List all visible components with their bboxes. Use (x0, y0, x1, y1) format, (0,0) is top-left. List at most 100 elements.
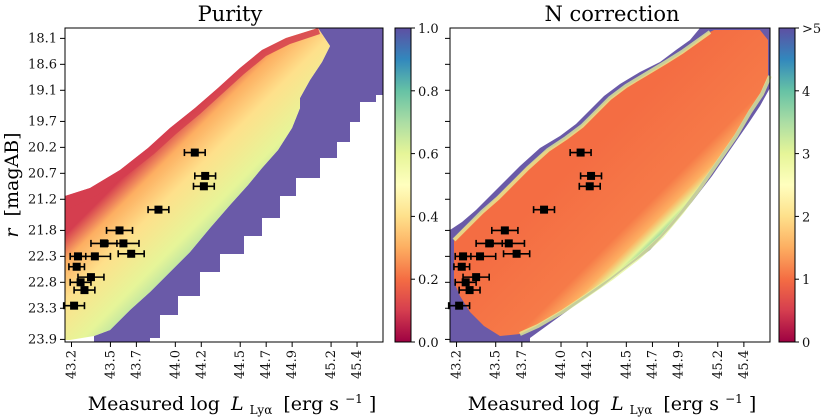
svg-text:r [magAB]: r [magAB] (1, 132, 23, 237)
ncorr-data-points (447, 148, 603, 310)
point-marker (73, 252, 82, 261)
ncorr-colorbar-tick-label: >5 (802, 22, 821, 37)
purity-data-point (69, 278, 92, 287)
ncorr-colorbar-tick-label: 4 (802, 85, 810, 100)
point-marker (465, 286, 474, 295)
purity-y-tick-label: 20.7 (28, 166, 57, 181)
y-axis-label: r [magAB] (1, 132, 23, 237)
ncorr-data-point (447, 301, 471, 310)
purity-data-point (107, 239, 140, 248)
ncorr-data-point (454, 252, 472, 261)
y-axis-label-symbol: r (1, 227, 23, 238)
purity-xlabel-text: Measured log (88, 393, 220, 415)
ncorr-colorbar-tick-label: 0 (802, 336, 810, 351)
purity-colorbar-tick-label: 0.2 (418, 273, 439, 288)
purity-data-point (193, 171, 217, 180)
point-marker (76, 278, 85, 287)
purity-y-tick-label: 22.8 (28, 275, 57, 290)
purity-data-points (62, 148, 217, 310)
purity-data-point (192, 182, 216, 191)
purity-colorbar-tick-label: 1.0 (418, 22, 439, 37)
purity-y-ticks: 18.1 18.6 19.1 19.7 20.2 20.7 21.2 21.8 22.3 22.8… (28, 31, 65, 347)
point-marker (154, 205, 163, 214)
purity-x-tick-label: 44.9 (285, 350, 300, 379)
point-marker (201, 171, 210, 180)
ncorr-data-point (578, 182, 602, 191)
purity-x-tick-label: 44.5 (233, 350, 248, 379)
ncorr-xlabel-unit: [erg s (663, 393, 719, 415)
purity-y-tick-label: 21.8 (28, 223, 57, 238)
purity-panel: Purity 43.2 43.5 43.7 44.0 44.2 44.5 44.7 44.9 4… (1, 2, 439, 419)
ncorr-colorbar-tick-label: 3 (802, 148, 810, 163)
ncorr-x-tick-label: 44.2 (580, 350, 595, 379)
purity-colorbar-tick-label: 0.0 (418, 336, 439, 351)
purity-x-ticks: 43.2 43.5 43.7 44.0 44.2 44.5 44.7 44.9 45.2 45.4 (64, 342, 365, 379)
ncorr-upper-fringe (452, 30, 712, 242)
point-marker (540, 205, 549, 214)
ncorr-colorbar-tick-label: 2 (802, 210, 810, 225)
purity-x-tick-label: 45.4 (350, 350, 365, 379)
ncorr-band (454, 30, 768, 336)
ncorr-xlabel-close: ] (749, 393, 756, 415)
purity-x-tick-label: 43.2 (64, 350, 79, 379)
purity-xlabel-symbol: L (230, 393, 244, 415)
purity-colorbar-tick-label: 0.6 (418, 148, 439, 163)
purity-y-tick-label: 20.2 (28, 140, 57, 155)
ncorr-colorbar-frame (778, 27, 796, 343)
purity-data-point (183, 148, 206, 157)
point-marker (72, 262, 81, 271)
ncorr-heatmap (450, 28, 772, 342)
ncorr-colorbar (779, 28, 795, 342)
ncorr-xlabel-symbol: L (610, 393, 624, 415)
purity-data-point (69, 252, 87, 261)
ncorr-data-point (569, 148, 592, 157)
ncorr-data-point (532, 205, 556, 214)
ncorr-axes-frame (449, 27, 771, 343)
ncorr-x-tick-label: 44.5 (619, 350, 634, 379)
ncorr-lower-fringe (519, 75, 772, 336)
ncorr-colorbar-tick-label: 1 (802, 273, 810, 288)
ncorr-data-point (502, 249, 531, 258)
ncorr-xlabel-text: Measured log (468, 393, 600, 415)
purity-data-point (62, 301, 86, 310)
purity-x-tick-label: 45.2 (324, 350, 339, 379)
purity-axes-frame (64, 27, 384, 343)
purity-x-tick-label: 44.7 (259, 350, 274, 379)
point-marker (119, 239, 128, 248)
purity-x-axis-label: Measured log L Lyα [erg s −1 ] (88, 386, 377, 419)
ncorr-data-point (458, 286, 481, 295)
purity-colorbar-frame (394, 27, 412, 343)
purity-data-point (73, 286, 96, 295)
ncorr-data-point (492, 239, 526, 248)
purity-colorbar-tick-label: 0.8 (418, 85, 439, 100)
purity-y-tick-label: 19.7 (28, 114, 57, 129)
ncorr-data-point (579, 171, 603, 180)
purity-y-tick-label: 18.1 (28, 31, 57, 46)
ncorr-xlabel-exp: −1 (725, 392, 743, 406)
purity-y-tick-label: 21.2 (28, 192, 57, 207)
point-marker (455, 301, 464, 310)
ncorr-data-point (454, 278, 477, 287)
purity-xlabel-sub: Lyα (250, 403, 273, 417)
purity-x-tick-label: 43.5 (103, 350, 118, 379)
point-marker (127, 249, 136, 258)
point-marker (512, 249, 521, 258)
ncorr-title: N correction (544, 2, 679, 26)
ncorr-xlabel-sub: Lyα (630, 403, 653, 417)
purity-xlabel-unit: [erg s (283, 393, 339, 415)
ncorr-x-axis-label: Measured log L Lyα [erg s −1 ] (468, 386, 757, 419)
purity-heatmap (65, 28, 383, 342)
purity-x-tick-label: 44.2 (194, 350, 209, 379)
purity-y-tick-label: 23.9 (28, 332, 57, 347)
point-marker (70, 301, 79, 310)
point-marker (86, 273, 95, 282)
purity-colorbar (395, 28, 411, 342)
purity-y-tick-label: 19.1 (28, 83, 57, 98)
purity-colorbar-ticks: 0.0 0.2 0.4 0.6 0.8 1.0 (411, 22, 439, 351)
purity-colorbar-tick-label: 0.4 (418, 210, 439, 225)
point-marker (80, 286, 89, 295)
purity-data-point (105, 226, 134, 235)
point-marker (457, 262, 466, 271)
point-marker (587, 171, 596, 180)
